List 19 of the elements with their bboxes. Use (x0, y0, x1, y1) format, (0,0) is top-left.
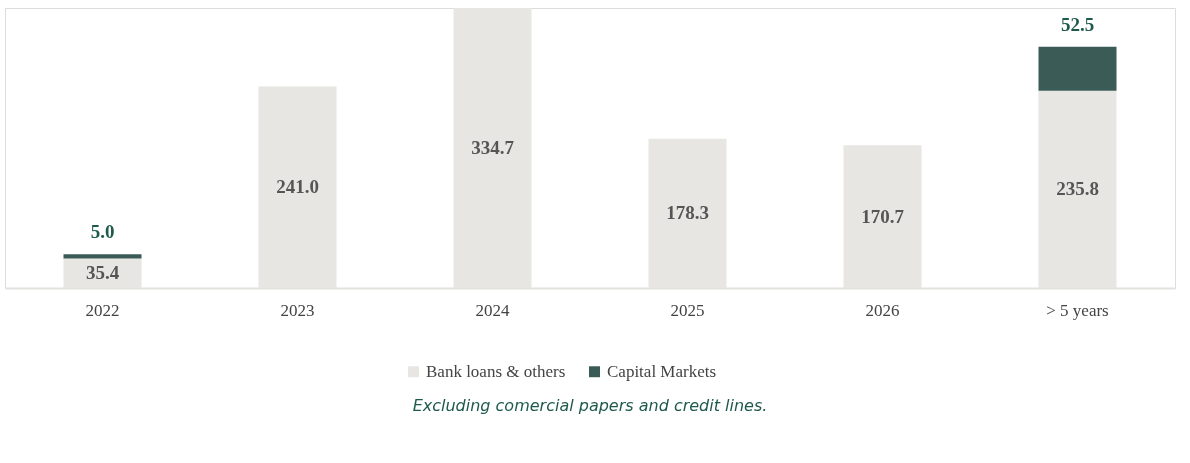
x-tick-label: 2023 (280, 300, 315, 320)
data-label: 170.7 (861, 205, 905, 227)
text: Excluding comercial papers and credit lines. (412, 396, 768, 415)
data-label: 52.5 (1060, 13, 1095, 35)
legend-label: Capital Markets (607, 361, 717, 381)
data-label: 241.0 (276, 176, 319, 198)
data-label: 334.7 (471, 137, 515, 158)
data-label: 235.8 (1056, 178, 1099, 200)
data-label: 178.3 (666, 202, 709, 224)
x-tick-label: 2026 (865, 300, 900, 320)
x-tick-label: 2025 (670, 300, 705, 320)
data-label: 35.4 (85, 262, 120, 284)
legend-label: Bank loans & others (426, 361, 566, 381)
x-tick-label: 2024 (475, 300, 510, 320)
data-label: 5.0 (90, 221, 115, 243)
bar (63, 254, 142, 259)
x-tick-label: > 5 years (1046, 300, 1109, 320)
bar (1038, 46, 1117, 91)
x-tick-label: 2022 (85, 300, 120, 320)
